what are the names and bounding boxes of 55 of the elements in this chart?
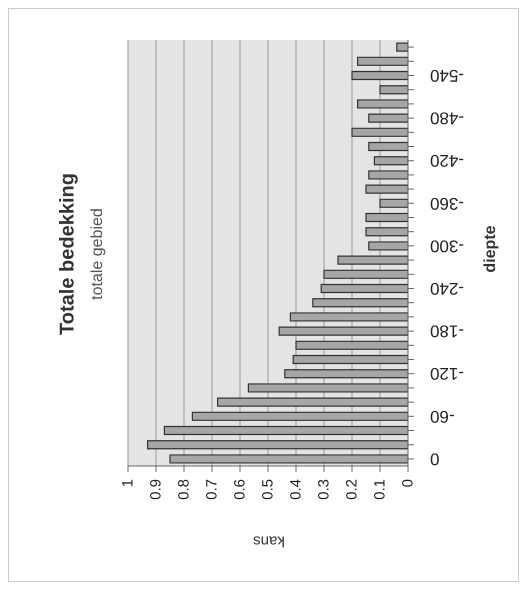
bar bbox=[323, 270, 408, 279]
y-tick-label: 0 bbox=[430, 449, 440, 468]
y-tick-label: -540 bbox=[430, 66, 464, 85]
y-tick-label: -420 bbox=[430, 151, 464, 170]
y-tick-label: -480 bbox=[430, 108, 464, 128]
text: Totale bedekking bbox=[56, 173, 80, 335]
bar bbox=[292, 354, 408, 364]
bar bbox=[337, 256, 408, 265]
bar bbox=[351, 128, 408, 137]
x-tick-label: 0.6 bbox=[232, 479, 248, 500]
y-tick-label: -300 bbox=[430, 236, 464, 256]
y-tick-label: -360 bbox=[430, 194, 464, 213]
bar bbox=[374, 156, 408, 166]
bar bbox=[368, 170, 408, 180]
bar bbox=[365, 212, 408, 222]
bar bbox=[365, 184, 408, 194]
bar bbox=[357, 56, 408, 66]
bar bbox=[147, 440, 408, 450]
x-tick-label: 0.2 bbox=[344, 479, 360, 500]
x-tick-label: 0.3 bbox=[316, 479, 332, 500]
x-tick-label: 0.4 bbox=[288, 479, 304, 500]
bar bbox=[365, 227, 408, 236]
bar bbox=[284, 369, 408, 378]
x-tick-label: 0.7 bbox=[204, 479, 220, 500]
x-tick-label: 0.8 bbox=[176, 479, 192, 500]
x-tick-label: 1 bbox=[120, 479, 136, 488]
x-tick-label: 0.1 bbox=[372, 479, 388, 500]
x-tick-label: 0 bbox=[400, 479, 416, 488]
bar bbox=[351, 70, 408, 80]
x-tick-label: 0.5 bbox=[260, 479, 276, 500]
x-axis-title: kans bbox=[253, 532, 285, 550]
bar bbox=[169, 454, 408, 464]
bar bbox=[217, 398, 408, 407]
bar bbox=[248, 383, 408, 393]
bar bbox=[290, 312, 408, 322]
y-tick-label: -180 bbox=[430, 322, 464, 341]
text: totale gebied bbox=[89, 208, 107, 300]
bar bbox=[192, 412, 408, 421]
x-tick-label: 0.9 bbox=[148, 479, 164, 500]
bar bbox=[368, 241, 408, 251]
bar bbox=[295, 340, 408, 350]
bar bbox=[379, 85, 408, 94]
bar bbox=[164, 426, 408, 436]
bar bbox=[379, 198, 408, 208]
bar bbox=[312, 298, 408, 308]
y-tick-label: -60 bbox=[430, 406, 455, 426]
bar bbox=[357, 99, 408, 109]
y-tick-label: -240 bbox=[430, 279, 464, 298]
y-tick-label: -120 bbox=[430, 364, 464, 384]
bar bbox=[368, 142, 408, 152]
bar bbox=[278, 326, 408, 336]
bar bbox=[368, 114, 408, 123]
bar bbox=[320, 284, 408, 294]
bar bbox=[396, 42, 408, 52]
y-axis-title: diepte bbox=[482, 225, 500, 273]
